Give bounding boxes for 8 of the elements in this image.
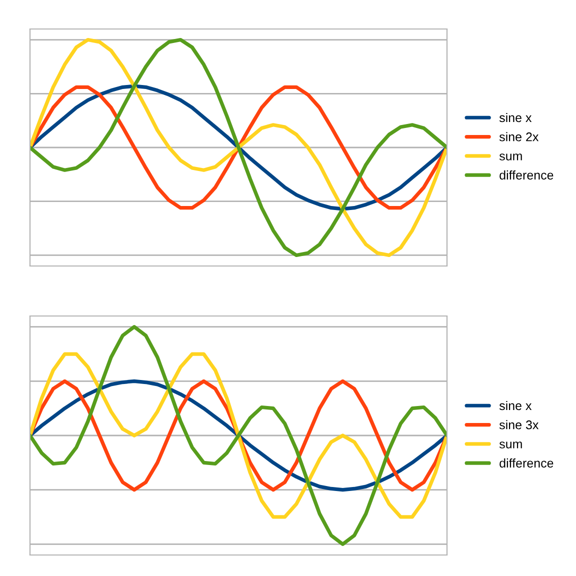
legend-label: sine x: [499, 400, 532, 410]
legend-label: sum: [499, 154, 522, 160]
legend-label: sine x: [499, 112, 532, 122]
legend-label: sine 2x: [499, 132, 539, 142]
legend-label: difference: [500, 170, 554, 180]
legend-label: sum: [499, 442, 522, 448]
legend-label: difference: [500, 458, 554, 468]
legend-label: sine 3x: [499, 420, 539, 430]
